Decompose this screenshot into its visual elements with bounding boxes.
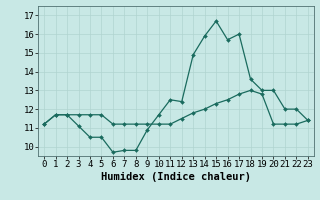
X-axis label: Humidex (Indice chaleur): Humidex (Indice chaleur) xyxy=(101,172,251,182)
